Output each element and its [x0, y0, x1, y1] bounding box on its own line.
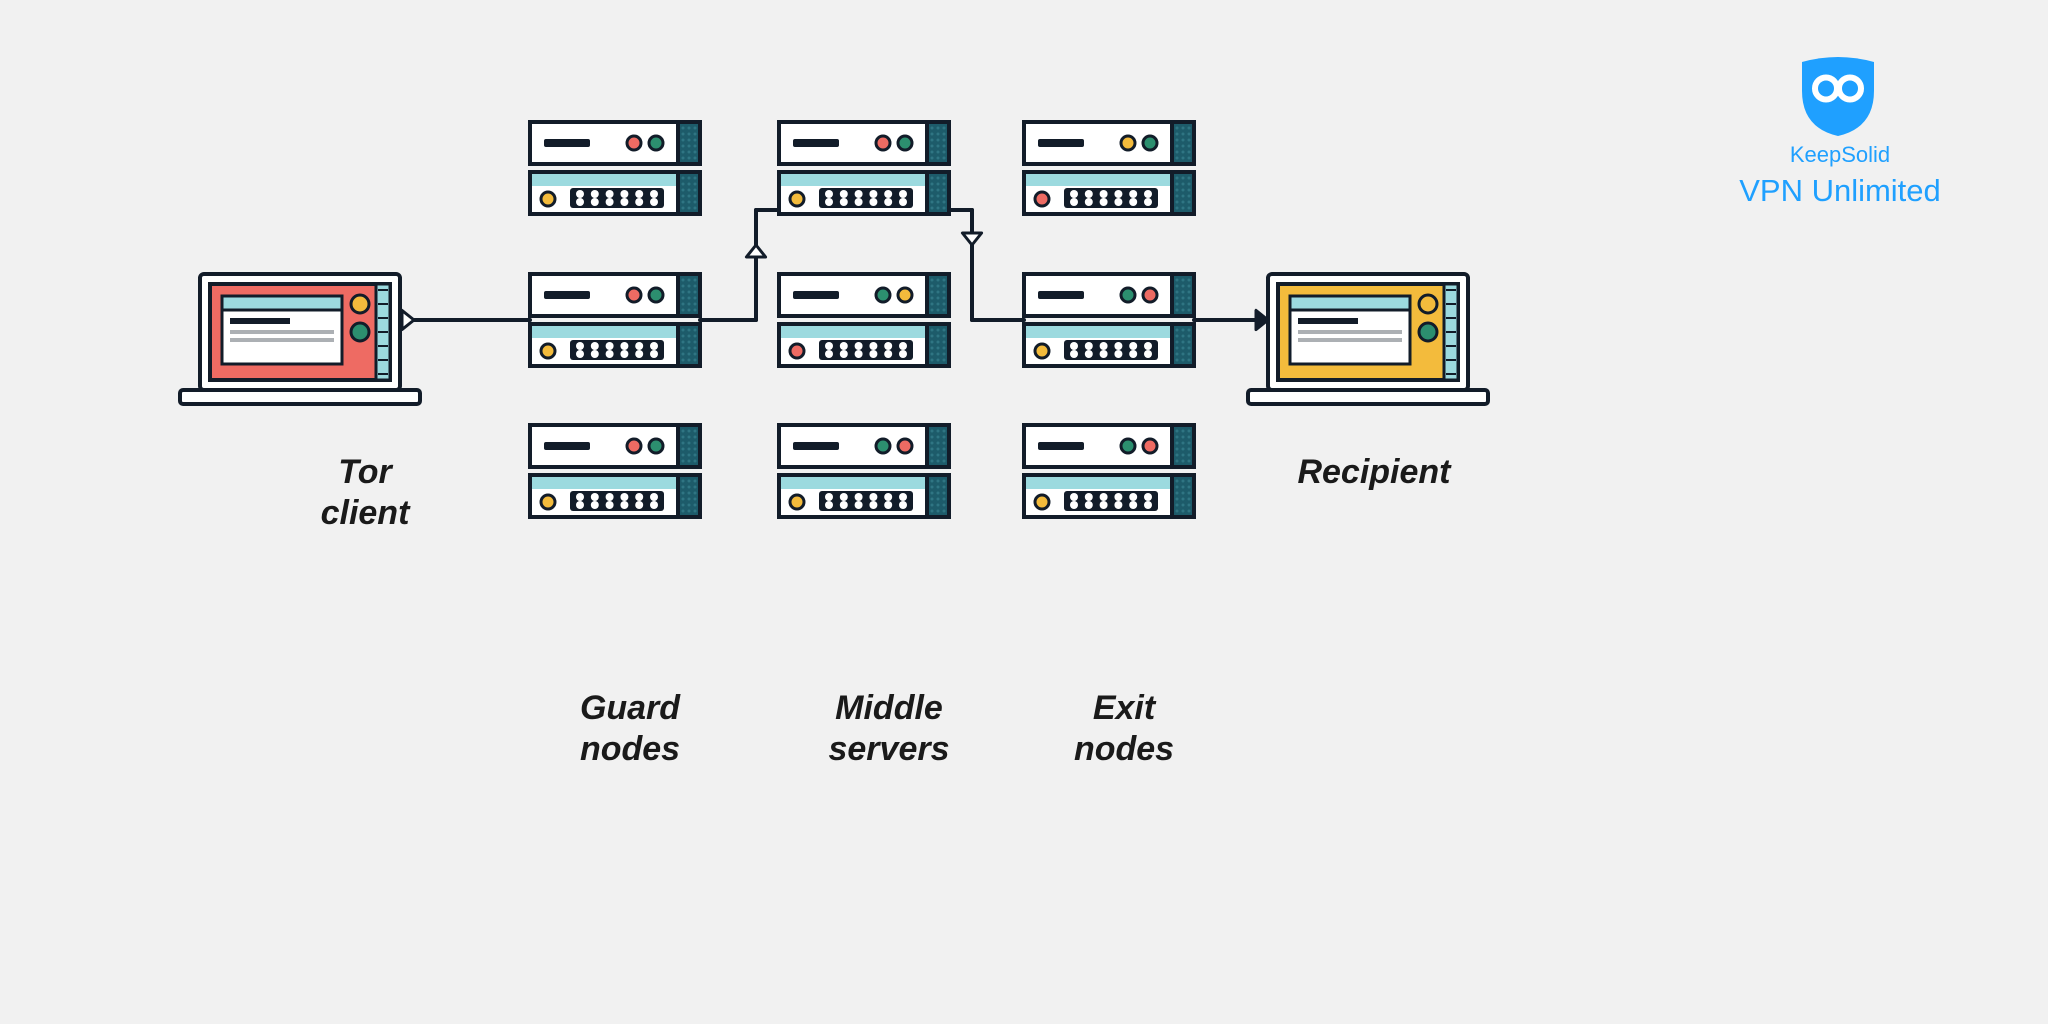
label-guard-nodes: Guard nodes: [530, 688, 730, 770]
server-unit: [1024, 324, 1194, 366]
brand-line2: VPN Unlimited: [1720, 172, 1960, 209]
server-unit: [530, 475, 700, 517]
server-unit: [530, 172, 700, 214]
label-tor-client: Tor client: [285, 452, 445, 534]
server-unit: [530, 324, 700, 366]
label-exit-nodes: Exit nodes: [1024, 688, 1224, 770]
server-unit: [779, 425, 949, 467]
laptop: [180, 274, 420, 404]
server-unit: [530, 274, 700, 316]
server-unit: [779, 274, 949, 316]
server-unit: [1024, 475, 1194, 517]
diagram-canvas: Tor client Guard nodes Middle servers Ex…: [0, 0, 2048, 1024]
server-unit: [779, 172, 949, 214]
brand-line1: KeepSolid: [1720, 142, 1960, 168]
laptop: [1248, 274, 1488, 404]
server-unit: [1024, 172, 1194, 214]
server-unit: [530, 122, 700, 164]
server-unit: [779, 324, 949, 366]
server-unit: [1024, 425, 1194, 467]
label-middle-servers: Middle servers: [779, 688, 999, 770]
server-unit: [530, 425, 700, 467]
server-unit: [1024, 122, 1194, 164]
server-unit: [1024, 274, 1194, 316]
server-unit: [779, 122, 949, 164]
server-unit: [779, 475, 949, 517]
label-recipient: Recipient: [1254, 452, 1494, 493]
brand-text: KeepSolid VPN Unlimited: [1720, 142, 1960, 210]
